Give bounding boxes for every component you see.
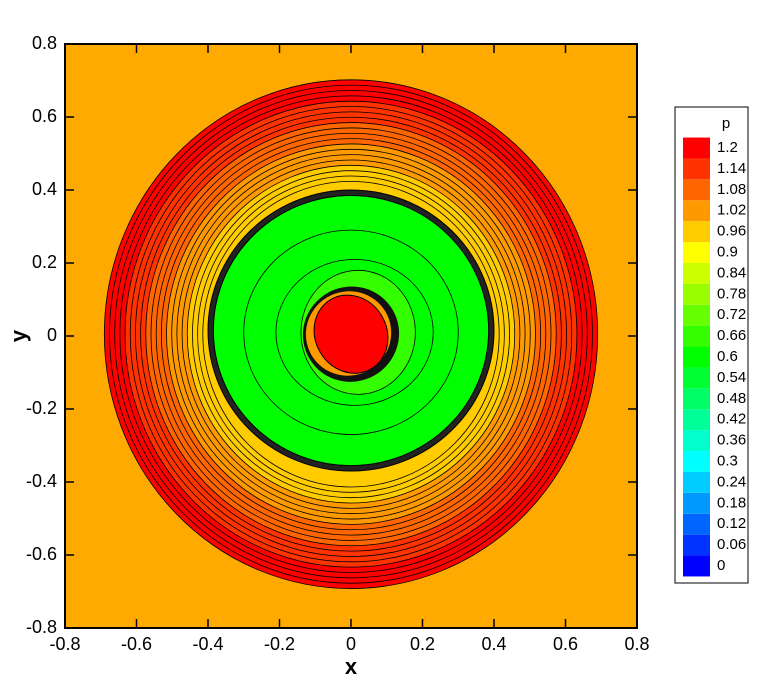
x-axis-title: x <box>345 654 358 679</box>
colorbar-label: 0.6 <box>717 348 738 365</box>
x-tick-label: -0.4 <box>192 634 223 654</box>
colorbar-swatch <box>683 555 710 577</box>
y-tick-label: 0.4 <box>32 179 57 199</box>
colorbar-label: 0.96 <box>717 223 746 240</box>
colorbar-swatch <box>683 304 710 326</box>
colorbar-label: 0.72 <box>717 306 746 323</box>
x-tick-label: 0 <box>346 634 356 654</box>
y-tick-label: 0.8 <box>32 33 57 53</box>
y-tick-label: -0.4 <box>26 471 57 491</box>
y-tick-label: 0.2 <box>32 252 57 272</box>
colorbar-label: 0.42 <box>717 411 746 428</box>
colorbar-swatch <box>683 409 710 431</box>
contour-line <box>243 229 459 435</box>
colorbar-swatch <box>683 325 710 347</box>
colorbar-swatch <box>683 492 710 514</box>
colorbar-label: 1.2 <box>717 139 738 156</box>
colorbar-swatch <box>683 262 710 284</box>
colorbar: p 0 0.06 0.12 0.18 0.24 0.3 0.36 0.42 0.48 0.54 0.… <box>674 106 749 584</box>
x-tick-label: -0.8 <box>49 634 80 654</box>
y-tick-label: -0.8 <box>26 617 57 637</box>
colorbar-label: 0.06 <box>717 536 746 553</box>
colorbar-label: 0.84 <box>717 264 746 281</box>
colorbar-swatch <box>683 137 710 159</box>
x-tick-label: -0.6 <box>121 634 152 654</box>
y-axis-title: y <box>6 329 31 342</box>
colorbar-label: 0.24 <box>717 473 746 490</box>
colorbar-swatch <box>683 221 710 243</box>
colorbar-label: 0.66 <box>717 327 746 344</box>
colorbar-swatch <box>683 158 710 180</box>
colorbar-label: 1.08 <box>717 181 746 198</box>
x-tick-label: 0.2 <box>410 634 435 654</box>
colorbar-swatch <box>683 430 710 452</box>
colorbar-swatch <box>683 346 710 368</box>
colorbar-swatch <box>683 388 710 410</box>
colorbar-label: 1.02 <box>717 202 746 219</box>
x-tick-label: 0.8 <box>624 634 649 654</box>
colorbar-label: 1.14 <box>717 160 746 177</box>
colorbar-label: 0.36 <box>717 432 746 449</box>
colorbar-swatch <box>683 179 710 201</box>
y-tick-label: 0.6 <box>32 106 57 126</box>
colorbar-label: 0.9 <box>717 243 738 260</box>
x-tick-label: 0.6 <box>553 634 578 654</box>
y-tick-label: 0 <box>47 325 57 345</box>
x-tick-label: -0.2 <box>264 634 295 654</box>
colorbar-label: 0.12 <box>717 515 746 532</box>
contour-line <box>275 258 434 406</box>
colorbar-swatch <box>683 451 710 472</box>
colorbar-swatch <box>683 513 710 535</box>
core <box>313 294 389 374</box>
y-tick-label: -0.6 <box>26 544 57 564</box>
colorbar-label: 0.3 <box>717 452 738 469</box>
x-tick-label: 0.4 <box>481 634 506 654</box>
colorbar-swatch <box>683 534 710 556</box>
colorbar-swatch <box>683 367 710 389</box>
colorbar-label: 0.54 <box>717 369 746 386</box>
colorbar-label: 0 <box>717 557 725 574</box>
colorbar-swatch <box>683 471 710 493</box>
colorbar-label: 0.78 <box>717 285 746 302</box>
colorbar-label: 0.18 <box>717 494 746 511</box>
contour-field <box>65 44 637 628</box>
colorbar-swatch <box>683 242 710 263</box>
colorbar-label: 0.48 <box>717 390 746 407</box>
colorbar-swatch <box>683 283 710 305</box>
colorbar-swatch <box>683 200 710 222</box>
y-tick-label: -0.2 <box>26 398 57 418</box>
colorbar-title: p <box>722 115 730 132</box>
